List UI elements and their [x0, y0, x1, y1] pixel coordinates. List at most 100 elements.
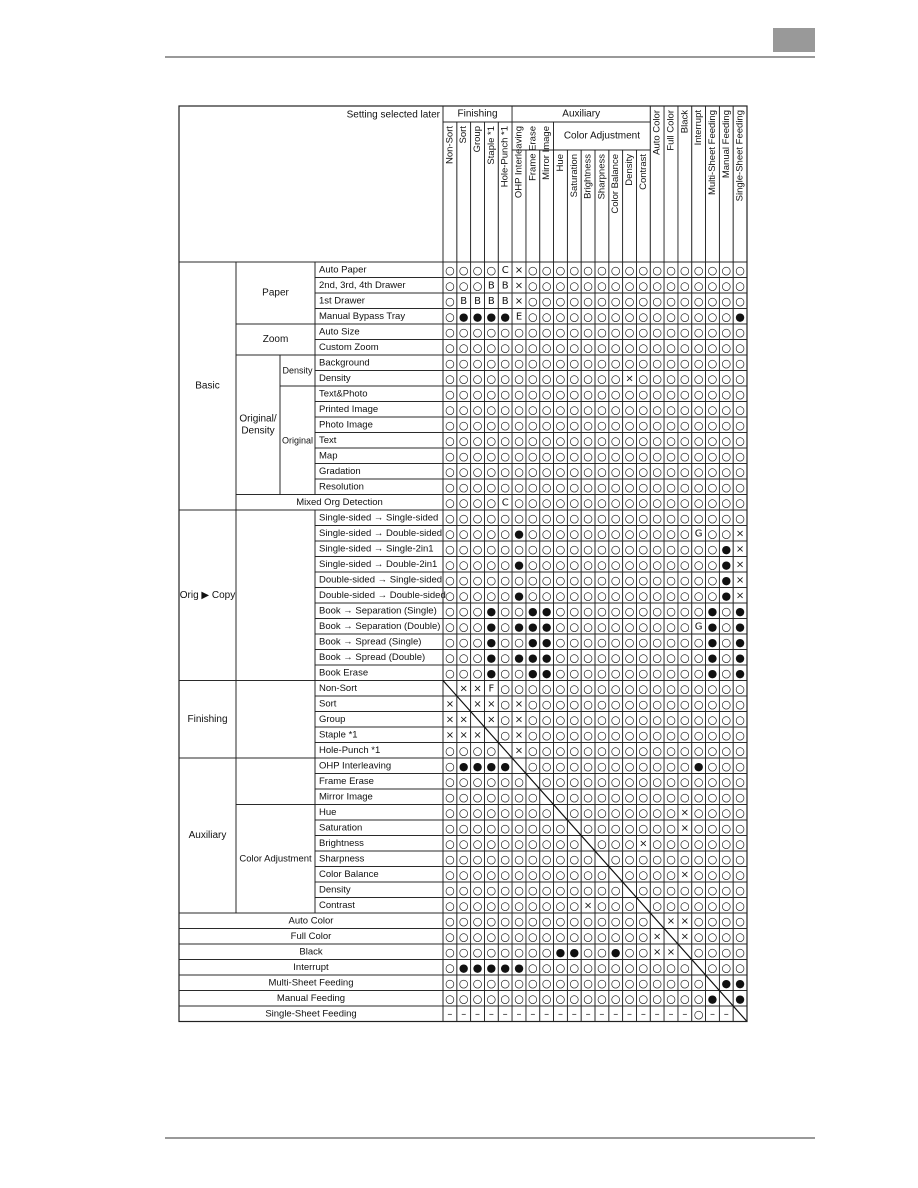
- cell-symbol: E: [516, 311, 522, 322]
- cell-symbol: ○: [473, 853, 483, 866]
- cell-symbol: ○: [652, 450, 662, 463]
- cell-symbol: ○: [528, 512, 538, 525]
- cell-symbol: ○: [721, 713, 731, 726]
- blank-group: [235, 680, 316, 759]
- cell-symbol: ○: [639, 853, 649, 866]
- cell-symbol: ○: [514, 403, 524, 416]
- cell-symbol: ○: [639, 341, 649, 354]
- cell-symbol: ○: [721, 341, 731, 354]
- cell-symbol: ○: [583, 589, 593, 602]
- cell-symbol: ○: [445, 744, 455, 757]
- cell-symbol: ○: [611, 388, 621, 401]
- cell-symbol: ○: [583, 512, 593, 525]
- cell-symbol: G: [695, 528, 703, 539]
- row-label: Auto Paper: [319, 264, 367, 275]
- cell-symbol: ○: [708, 279, 718, 292]
- cell-symbol: ○: [514, 977, 524, 990]
- cell-symbol: ○: [556, 775, 566, 788]
- cell-symbol: ○: [680, 884, 690, 897]
- cell-symbol: ○: [569, 961, 579, 974]
- cell-symbol: ×: [487, 714, 495, 725]
- cell-symbol: ○: [680, 760, 690, 773]
- cell-symbol: ○: [597, 961, 607, 974]
- cell-symbol: ○: [597, 651, 607, 664]
- cell-symbol: ○: [556, 512, 566, 525]
- cell-symbol: B: [502, 296, 509, 307]
- cell-symbol: ×: [515, 699, 523, 710]
- cell-symbol: ○: [639, 930, 649, 943]
- cell-symbol: ○: [569, 326, 579, 339]
- cell-symbol: ×: [473, 683, 481, 694]
- cell-symbol: ○: [473, 899, 483, 912]
- cell-symbol: ○: [666, 589, 676, 602]
- cell-symbol: ○: [625, 667, 635, 680]
- cell-symbol: ○: [625, 481, 635, 494]
- cell-symbol: ○: [625, 946, 635, 959]
- cell-symbol: ○: [569, 791, 579, 804]
- row-group-label: Density: [282, 366, 313, 376]
- cell-symbol: ○: [611, 310, 621, 323]
- cell-symbol: ○: [445, 915, 455, 928]
- cell-symbol: ○: [569, 481, 579, 494]
- cell-symbol: ○: [611, 961, 621, 974]
- cell-symbol: F: [488, 683, 494, 694]
- cell-symbol: ○: [583, 977, 593, 990]
- cell-symbol: ○: [514, 419, 524, 432]
- row-group-label: Paper: [262, 288, 289, 299]
- cell-symbol: ○: [611, 419, 621, 432]
- cell-symbol: ○: [556, 574, 566, 587]
- cell-symbol: ○: [694, 791, 704, 804]
- cell-symbol: ○: [459, 884, 469, 897]
- cell-symbol: ○: [652, 574, 662, 587]
- cell-symbol: ○: [569, 605, 579, 618]
- cell-symbol: ○: [666, 775, 676, 788]
- cell-symbol: ○: [666, 961, 676, 974]
- cell-symbol: ○: [459, 450, 469, 463]
- cell-symbol: ×: [736, 575, 744, 586]
- cell-symbol: ○: [528, 992, 538, 1005]
- cell-symbol: ○: [735, 744, 745, 757]
- column-header-label: Mirror Image: [541, 126, 552, 180]
- cell-symbol: ○: [611, 899, 621, 912]
- cell-symbol: ○: [542, 760, 552, 773]
- cell-symbol: ○: [500, 574, 510, 587]
- cell-symbol: ○: [639, 450, 649, 463]
- cell-symbol: ○: [528, 760, 538, 773]
- cell-symbol: ×: [515, 265, 523, 276]
- cell-symbol: ○: [625, 853, 635, 866]
- cell-symbol: ○: [652, 775, 662, 788]
- cell-symbol: ○: [556, 589, 566, 602]
- cell-symbol: ○: [500, 558, 510, 571]
- cell-symbol: ○: [597, 744, 607, 757]
- cell-symbol: ○: [500, 403, 510, 416]
- cell-symbol: ○: [680, 558, 690, 571]
- cell-symbol: ○: [666, 977, 676, 990]
- cell-symbol: ○: [583, 729, 593, 742]
- row-label: Hue: [319, 807, 336, 818]
- row-label: Book → Separation (Single): [319, 605, 437, 616]
- cell-symbol: ○: [680, 837, 690, 850]
- cell-symbol: ○: [473, 372, 483, 385]
- cell-symbol: ○: [569, 372, 579, 385]
- cell-symbol: ○: [459, 636, 469, 649]
- cell-symbol: ○: [735, 868, 745, 881]
- row-label: Auto Color: [289, 915, 334, 926]
- cell-symbol: ○: [625, 899, 635, 912]
- cell-symbol: –: [489, 1009, 494, 1020]
- cell-symbol: ○: [459, 574, 469, 587]
- cell-symbol: ○: [528, 899, 538, 912]
- cell-symbol: ○: [569, 434, 579, 447]
- cell-symbol: ○: [625, 465, 635, 478]
- cell-symbol: ○: [735, 481, 745, 494]
- row-label: Density: [319, 373, 351, 384]
- cell-symbol: B: [488, 296, 495, 307]
- cell-symbol: ○: [528, 558, 538, 571]
- cell-symbol: –: [558, 1009, 563, 1020]
- cell-symbol: ○: [721, 899, 731, 912]
- cell-symbol: ○: [487, 357, 497, 370]
- cell-symbol: ○: [514, 326, 524, 339]
- cell-symbol: –: [447, 1009, 452, 1020]
- cell-symbol: ○: [514, 915, 524, 928]
